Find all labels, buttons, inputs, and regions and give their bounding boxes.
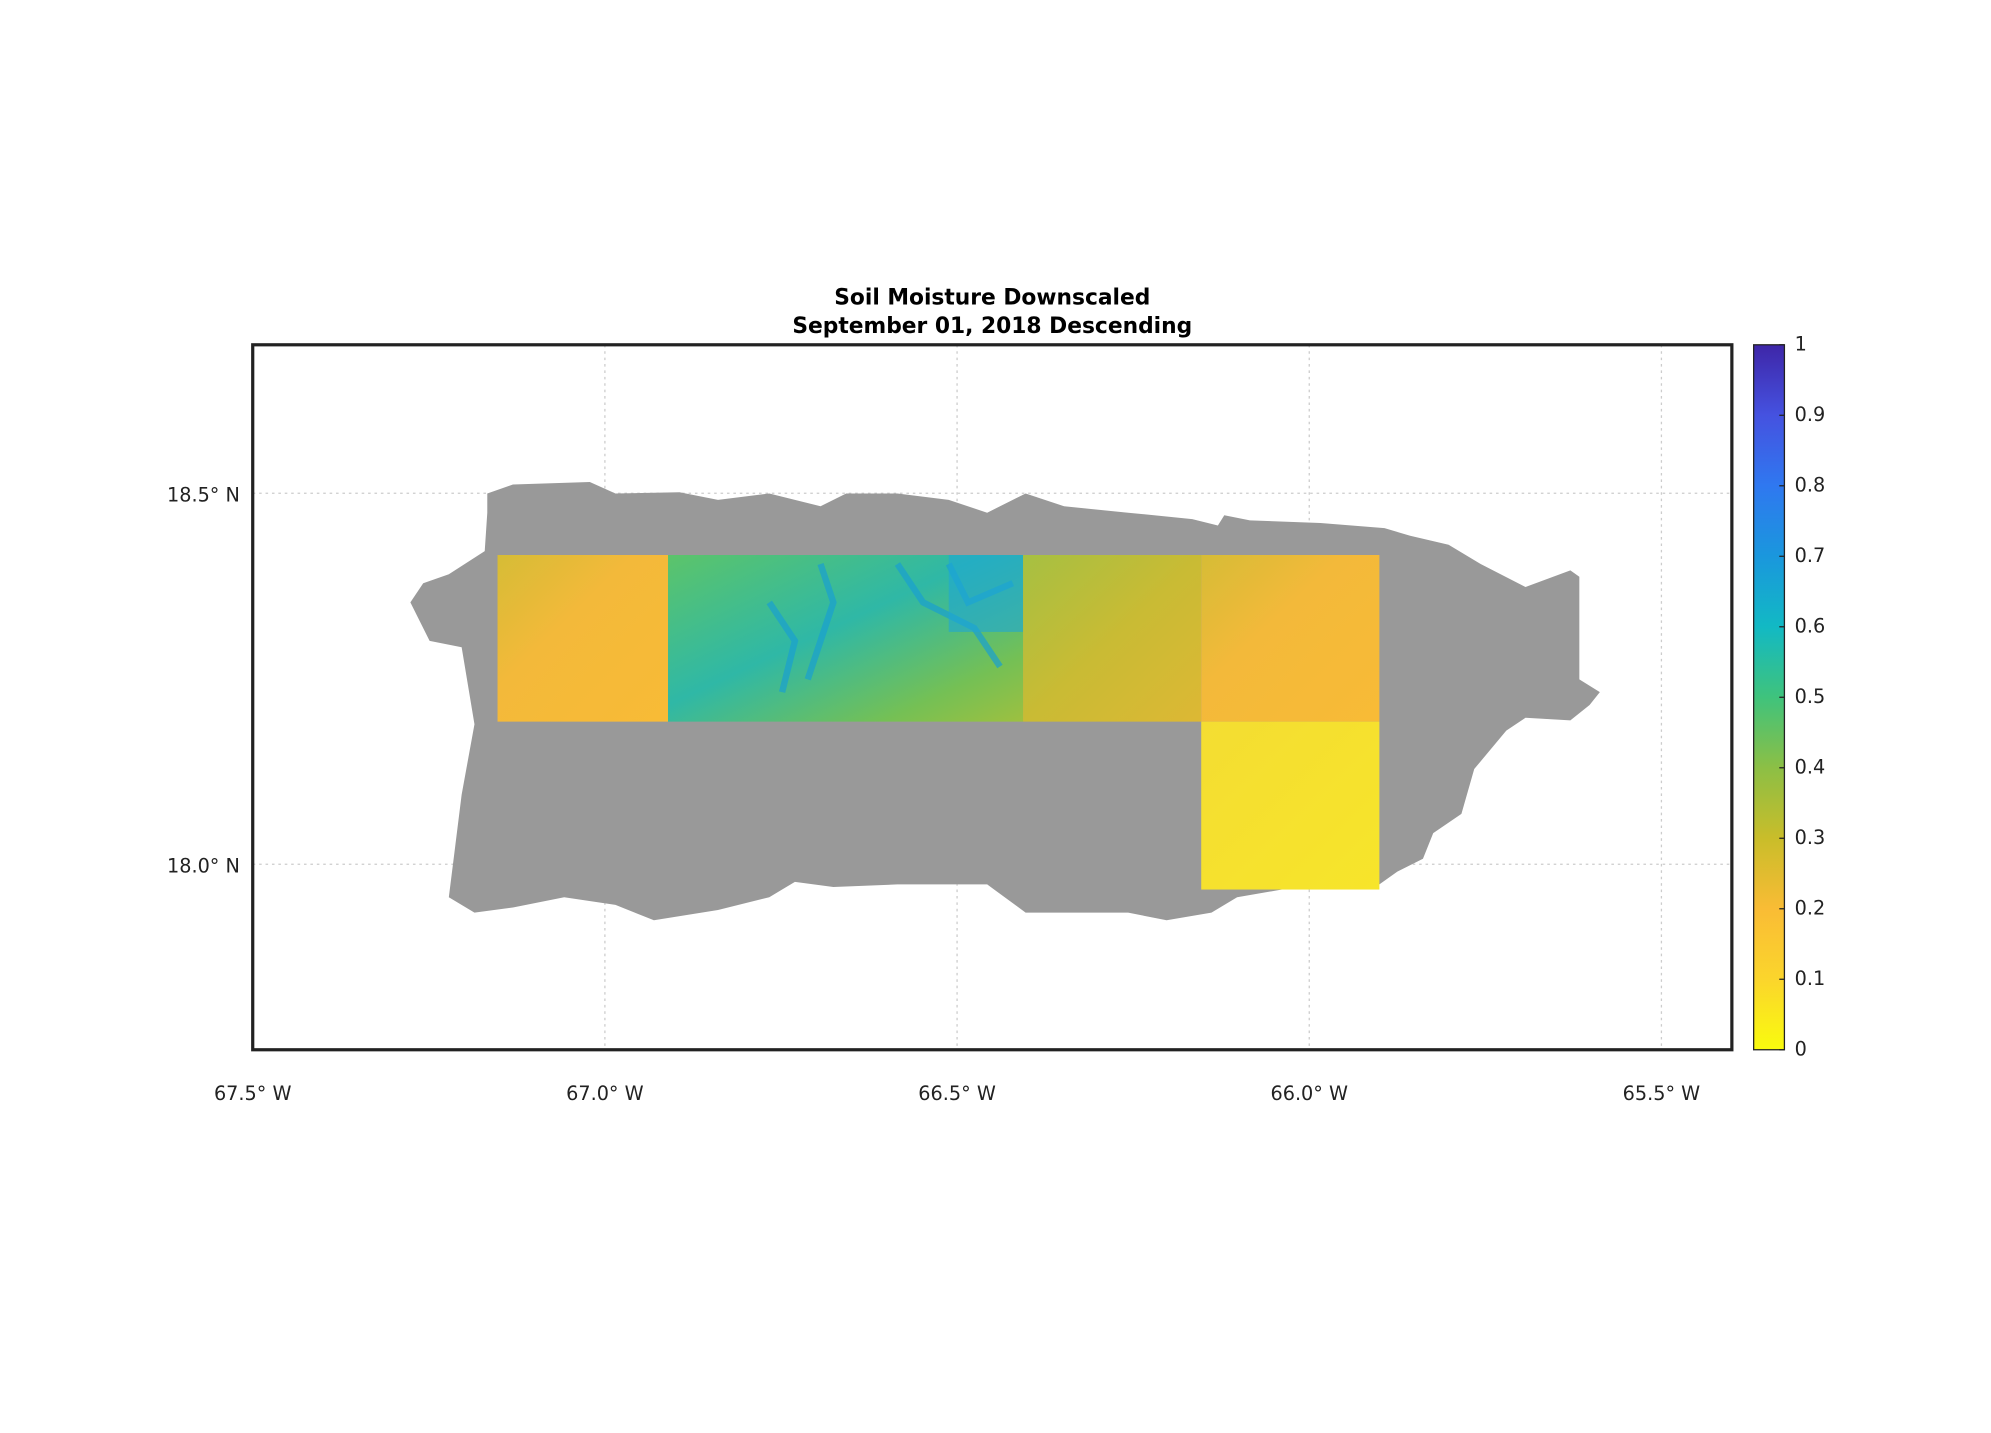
map-frame <box>251 343 1734 1052</box>
swath <box>1023 554 1202 722</box>
colorbar-tick-label: 0 <box>1795 1037 1807 1060</box>
title: Soil Moisture Downscaled <box>834 286 1150 311</box>
x-tick-label: 67.0° W <box>566 1082 644 1105</box>
swath <box>1201 721 1380 890</box>
colorbar-tick-label: 0.3 <box>1795 826 1826 849</box>
swath <box>1201 554 1380 722</box>
y-tick-label: 18.0° N <box>167 854 240 877</box>
colorbar-tick-label: 0.5 <box>1795 685 1826 708</box>
colorbar-tick-label: 0.7 <box>1795 544 1826 567</box>
x-tick-label: 66.0° W <box>1270 1082 1348 1105</box>
x-tick-label: 67.5° W <box>214 1082 292 1105</box>
x-tick-label: 65.5° W <box>1623 1082 1701 1105</box>
colorbar-tick-label: 1 <box>1795 332 1807 355</box>
colorbar-tick-label: 0.2 <box>1795 896 1826 919</box>
colorbar-tick-label: 0.9 <box>1795 403 1826 426</box>
y-tick-label: 18.5° N <box>167 483 240 506</box>
x-tick-label: 66.5° W <box>918 1082 996 1105</box>
colorbar-tick-label: 0.6 <box>1795 614 1826 637</box>
swath <box>497 554 669 722</box>
colorbar-tick-label: 0.1 <box>1795 967 1826 990</box>
colorbar-tick-label: 0.4 <box>1795 755 1826 778</box>
swath-wet <box>948 554 1024 632</box>
subtitle: September 01, 2018 Descending <box>792 314 1192 339</box>
colorbar-tick-label: 0.8 <box>1795 473 1826 496</box>
